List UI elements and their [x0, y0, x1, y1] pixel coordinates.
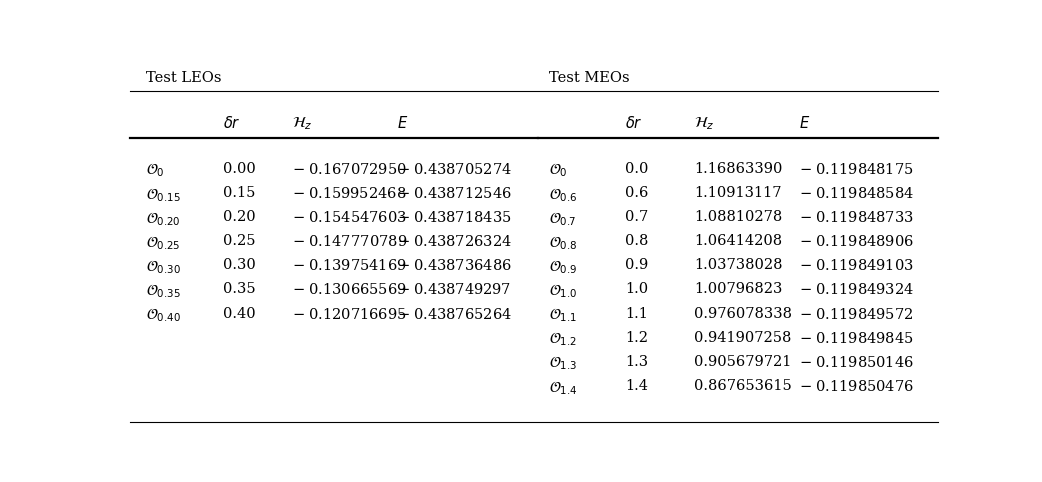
Text: $-\;$0.438726324: $-\;$0.438726324: [397, 234, 512, 249]
Text: $\mathcal{O}_{1.4}$: $\mathcal{O}_{1.4}$: [548, 379, 577, 397]
Text: $-\;$0.119848175: $-\;$0.119848175: [799, 162, 914, 177]
Text: 0.40: 0.40: [223, 307, 255, 321]
Text: $\mathcal{O}_{0.6}$: $\mathcal{O}_{0.6}$: [548, 186, 577, 203]
Text: $E$: $E$: [397, 115, 408, 132]
Text: 0.15: 0.15: [223, 186, 255, 200]
Text: $-\;$0.438705274: $-\;$0.438705274: [397, 162, 512, 177]
Text: $\mathcal{O}_{0.8}$: $\mathcal{O}_{0.8}$: [548, 234, 577, 252]
Text: $\mathcal{H}_z$: $\mathcal{H}_z$: [292, 115, 313, 132]
Text: $-\;$0.119848733: $-\;$0.119848733: [799, 210, 914, 225]
Text: $\mathcal{O}_{1.1}$: $\mathcal{O}_{1.1}$: [548, 307, 577, 324]
Text: 0.7: 0.7: [625, 210, 648, 224]
Text: $\mathcal{O}_{0}$: $\mathcal{O}_{0}$: [548, 162, 567, 179]
Text: 1.16863390: 1.16863390: [694, 162, 783, 176]
Text: $\mathcal{O}_{0.7}$: $\mathcal{O}_{0.7}$: [548, 210, 576, 228]
Text: $-\;$0.130665569: $-\;$0.130665569: [292, 282, 406, 297]
Text: 0.9: 0.9: [625, 258, 648, 272]
Text: $-\;$0.119849324: $-\;$0.119849324: [799, 282, 914, 297]
Text: 1.10913117: 1.10913117: [694, 186, 782, 200]
Text: $\mathcal{O}_{0.35}$: $\mathcal{O}_{0.35}$: [146, 282, 181, 300]
Text: $\mathcal{O}_{0.30}$: $\mathcal{O}_{0.30}$: [146, 258, 181, 276]
Text: 0.35: 0.35: [223, 282, 255, 296]
Text: $-\;$0.159952468: $-\;$0.159952468: [292, 186, 406, 201]
Text: 1.03738028: 1.03738028: [694, 258, 783, 272]
Text: $-\;$0.119849103: $-\;$0.119849103: [799, 258, 914, 273]
Text: $-\;$0.147770789: $-\;$0.147770789: [292, 234, 407, 249]
Text: $\mathcal{H}_z$: $\mathcal{H}_z$: [694, 115, 715, 132]
Text: $\delta r$: $\delta r$: [223, 115, 241, 132]
Text: $-\;$0.438718435: $-\;$0.438718435: [397, 210, 512, 225]
Text: Test MEOs: Test MEOs: [548, 71, 629, 85]
Text: $\mathcal{O}_{1.2}$: $\mathcal{O}_{1.2}$: [548, 331, 576, 348]
Text: 1.1: 1.1: [625, 307, 648, 321]
Text: $\mathcal{O}_{0.25}$: $\mathcal{O}_{0.25}$: [146, 234, 180, 252]
Text: 0.00: 0.00: [223, 162, 256, 176]
Text: 0.941907258: 0.941907258: [694, 331, 791, 345]
Text: 1.0: 1.0: [625, 282, 648, 296]
Text: 0.6: 0.6: [625, 186, 649, 200]
Text: 1.4: 1.4: [625, 379, 648, 393]
Text: $-\;$0.438765264: $-\;$0.438765264: [397, 307, 512, 321]
Text: $\mathcal{O}_{0.40}$: $\mathcal{O}_{0.40}$: [146, 307, 181, 324]
Text: $\mathcal{O}_{1.0}$: $\mathcal{O}_{1.0}$: [548, 282, 577, 300]
Text: 0.0: 0.0: [625, 162, 649, 176]
Text: 1.00796823: 1.00796823: [694, 282, 783, 296]
Text: $-\;$0.438736486: $-\;$0.438736486: [397, 258, 512, 273]
Text: $\mathcal{O}_{0.9}$: $\mathcal{O}_{0.9}$: [548, 258, 577, 276]
Text: 0.30: 0.30: [223, 258, 256, 272]
Text: $-\;$0.119850146: $-\;$0.119850146: [799, 355, 914, 370]
Text: $\mathcal{O}_{0.15}$: $\mathcal{O}_{0.15}$: [146, 186, 181, 203]
Text: $-\;$0.167072950: $-\;$0.167072950: [292, 162, 406, 177]
Text: 0.905679721: 0.905679721: [694, 355, 791, 369]
Text: $\mathcal{O}_{0}$: $\mathcal{O}_{0}$: [146, 162, 165, 179]
Text: $-\;$0.119849572: $-\;$0.119849572: [799, 307, 913, 321]
Text: 1.3: 1.3: [625, 355, 648, 369]
Text: $\delta r$: $\delta r$: [625, 115, 643, 132]
Text: $E$: $E$: [799, 115, 810, 132]
Text: $-\;$0.119848584: $-\;$0.119848584: [799, 186, 914, 201]
Text: $-\;$0.139754169: $-\;$0.139754169: [292, 258, 406, 273]
Text: $-\;$0.119848906: $-\;$0.119848906: [799, 234, 914, 249]
Text: 1.06414208: 1.06414208: [694, 234, 783, 248]
Text: $-\;$0.119849845: $-\;$0.119849845: [799, 331, 914, 346]
Text: 0.25: 0.25: [223, 234, 255, 248]
Text: $-\;$0.438712546: $-\;$0.438712546: [397, 186, 512, 201]
Text: $-\;$0.119850476: $-\;$0.119850476: [799, 379, 914, 394]
Text: 0.976078338: 0.976078338: [694, 307, 792, 321]
Text: 0.20: 0.20: [223, 210, 255, 224]
Text: 1.2: 1.2: [625, 331, 648, 345]
Text: $-\;$0.154547603: $-\;$0.154547603: [292, 210, 406, 225]
Text: 0.8: 0.8: [625, 234, 649, 248]
Text: Test LEOs: Test LEOs: [146, 71, 222, 85]
Text: 0.867653615: 0.867653615: [694, 379, 792, 393]
Text: 1.08810278: 1.08810278: [694, 210, 783, 224]
Text: $\mathcal{O}_{1.3}$: $\mathcal{O}_{1.3}$: [548, 355, 577, 373]
Text: $\mathcal{O}_{0.20}$: $\mathcal{O}_{0.20}$: [146, 210, 181, 228]
Text: $-\;$0.120716695: $-\;$0.120716695: [292, 307, 406, 321]
Text: $-\;$0.438749297: $-\;$0.438749297: [397, 282, 511, 297]
